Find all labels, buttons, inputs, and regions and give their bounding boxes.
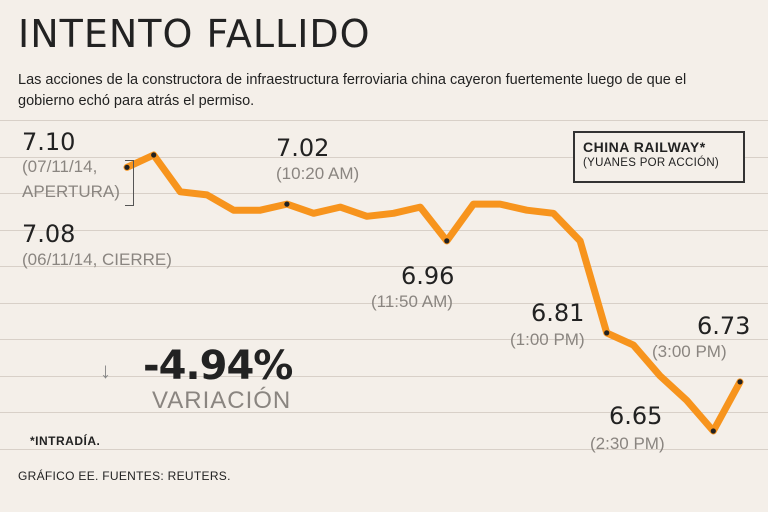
annotation-1-value: 7.02 (276, 134, 330, 162)
legend-unit: (YUANES POR ACCIÓN) (583, 157, 720, 169)
gridline (0, 303, 768, 304)
gridline (0, 230, 768, 231)
data-point-marker (444, 238, 450, 244)
annotation-open-value: 7.10 (22, 128, 76, 156)
data-point-marker (284, 201, 290, 207)
change-label: VARIACIÓN (152, 387, 292, 414)
change-value: -4.94% (143, 343, 293, 389)
legend-title: CHINA RAILWAY* (583, 139, 706, 155)
intraday-note: *INTRADÍA. (30, 434, 101, 448)
annotation-2-note: (11:50 AM) (371, 292, 453, 311)
gridline (0, 412, 768, 413)
data-point-marker (737, 379, 743, 385)
series-line (123, 151, 744, 435)
annotation-5-value: 6.73 (697, 312, 751, 340)
annotation-5-note: (3:00 PM) (652, 342, 727, 361)
annotation-close-value: 7.08 (22, 220, 76, 248)
data-point-marker (124, 164, 130, 170)
gridline (0, 339, 768, 340)
down-arrow-icon: ↓ (100, 358, 111, 383)
gridline (0, 376, 768, 377)
legend-box: CHINA RAILWAY* (YUANES POR ACCIÓN) (573, 131, 745, 183)
annotation-close-note: (06/11/14, CIERRE) (22, 250, 172, 269)
annotation-bracket (125, 160, 134, 206)
source-footer: GRÁFICO EE. FUENTES: REUTERS. (18, 469, 231, 483)
annotation-open-note-2: APERTURA) (22, 182, 120, 201)
annotation-open-note-1: (07/11/14, (22, 157, 98, 176)
annotation-2-value: 6.96 (401, 262, 455, 290)
page-subtitle: Las acciones de la constructora de infra… (18, 72, 687, 109)
data-point-marker (151, 152, 157, 158)
data-point-marker (604, 330, 610, 336)
page-title: INTENTO FALLIDO (18, 12, 371, 56)
annotation-3-value: 6.81 (531, 299, 585, 327)
annotation-1-note: (10:20 AM) (276, 164, 360, 183)
annotation-4-value: 6.65 (609, 402, 663, 430)
annotation-3-note: (1:00 PM) (510, 330, 585, 349)
annotation-4-note: (2:30 PM) (590, 434, 665, 453)
gridline (0, 266, 768, 267)
gridline (0, 157, 768, 158)
gridline (0, 449, 768, 450)
gridline (0, 193, 768, 194)
data-point-marker (710, 428, 716, 434)
gridline (0, 120, 768, 121)
